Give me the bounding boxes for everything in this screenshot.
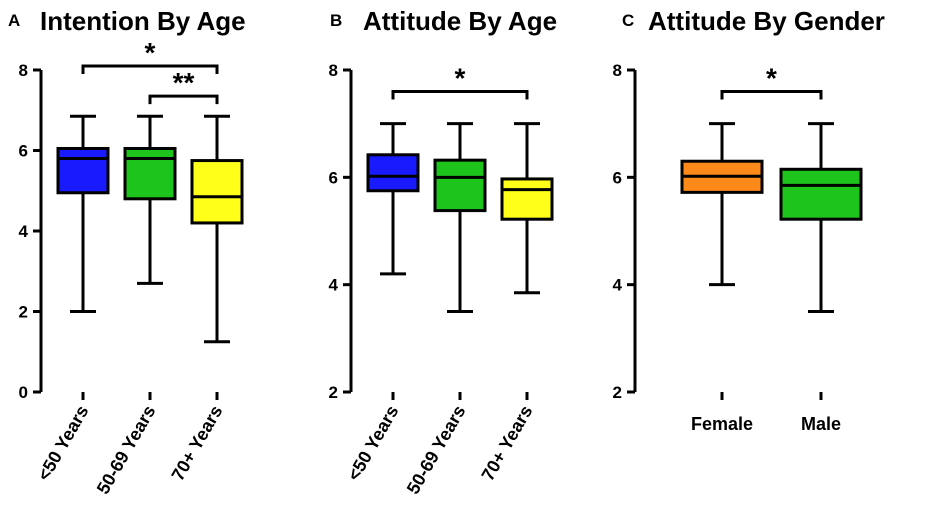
y-tick-label: 2 [19,303,28,322]
y-tick-label: 8 [329,61,338,80]
y-tick-label: 4 [329,276,339,295]
y-tick-label: 6 [329,168,338,187]
iqr-box [366,153,420,193]
panel-letter: A [8,11,20,30]
x-category-label: 70+ Years [168,402,227,484]
y-tick-label: 4 [19,222,29,241]
x-category-label: <50 Years [344,402,403,484]
y-tick-label: 4 [613,276,623,295]
iqr-box [500,177,554,221]
y-tick-label: 2 [613,383,622,402]
box-male [779,122,863,313]
significance-label: * [766,62,777,93]
iqr-box [56,146,110,195]
iqr-box [433,158,487,213]
iqr-box [123,146,177,201]
box--50-years [56,114,110,313]
y-tick-label: 8 [19,61,28,80]
box-female [680,122,764,287]
bracket-line [81,64,219,74]
panel-title: Attitude By Age [363,6,557,36]
x-category-label: 50-69 Years [93,402,160,498]
panel-title: Intention By Age [40,6,246,36]
iqr-box [779,167,863,221]
y-tick-label: 2 [329,383,338,402]
x-category-label: 70+ Years [478,402,537,484]
significance-label: ** [173,67,195,98]
box-70-years [500,122,554,295]
significance-bracket: ** [148,67,219,105]
bracket-line [391,89,529,100]
y-tick-label: 8 [613,61,622,80]
x-category-label: Male [801,414,841,434]
panel-letter: C [622,11,634,30]
panel-b: B Attitude By Age 2 4 6 8 <50 Years 50-69 Yea… [329,6,558,498]
box-70-years [190,114,244,344]
bracket-line [148,94,219,105]
iqr-box [190,159,244,225]
panel-c: C Attitude By Gender 2 4 6 8 Female Male * [613,6,885,434]
significance-label: * [455,62,466,93]
box--50-years [366,122,420,276]
panel-a: A Intention By Age 0 2 4 6 8 <50 Years 50-69 Y… [8,6,246,498]
x-category-label: Female [691,414,753,434]
panel-title: Attitude By Gender [648,6,885,36]
significance-bracket: * [720,62,823,100]
y-tick-label: 6 [19,142,28,161]
y-tick-label: 6 [613,168,622,187]
box-50-69-years [123,114,177,285]
significance-bracket: * [81,37,219,74]
box-50-69-years [433,122,487,313]
y-tick-label: 0 [19,383,28,402]
significance-bracket: * [391,62,529,100]
x-category-label: <50 Years [34,402,93,484]
significance-label: * [145,37,156,68]
bracket-line [720,89,823,100]
panel-letter: B [330,11,342,30]
x-category-label: 50-69 Years [403,402,470,498]
